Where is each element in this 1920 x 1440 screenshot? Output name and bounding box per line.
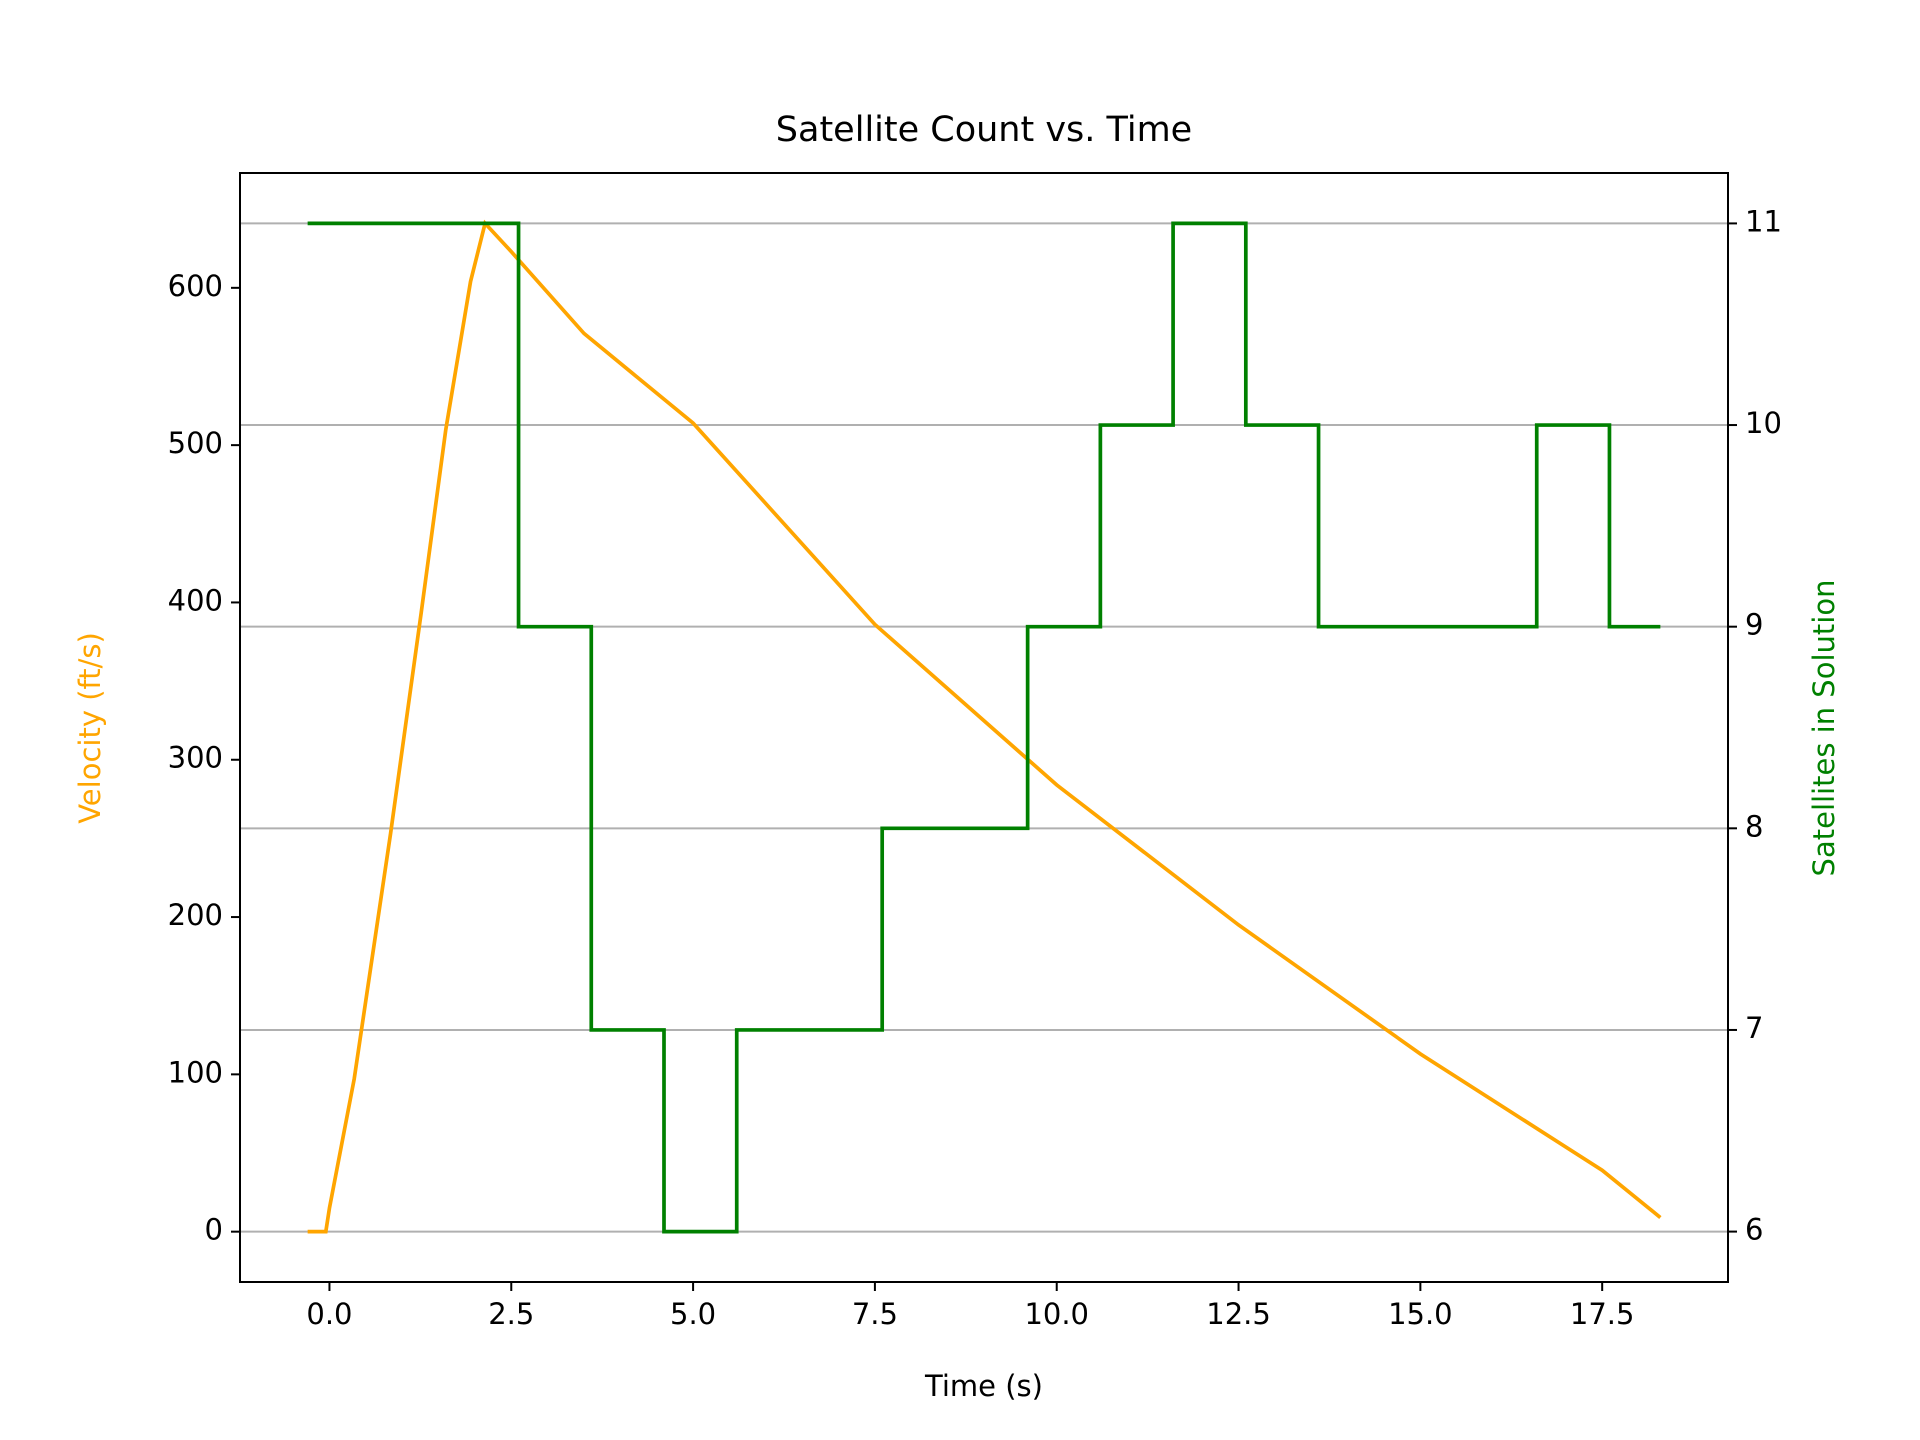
y-tick-label: 600 xyxy=(168,269,223,303)
x-tick-label: 15.0 xyxy=(1388,1297,1453,1331)
x-tick-label: 10.0 xyxy=(1024,1297,1089,1331)
y2-tick-label: 11 xyxy=(1745,204,1782,238)
x-tick-label: 12.5 xyxy=(1206,1297,1271,1331)
x-tick-label: 2.5 xyxy=(488,1297,534,1331)
x-tick-label: 0.0 xyxy=(306,1297,352,1331)
x-axis-label: Time (s) xyxy=(924,1369,1043,1403)
x-tick-label: 7.5 xyxy=(852,1297,898,1331)
y2-tick-label: 9 xyxy=(1745,608,1763,642)
y2-tick-label: 8 xyxy=(1745,809,1763,843)
y-tick-label: 400 xyxy=(168,583,223,617)
y2-tick-label: 7 xyxy=(1745,1011,1763,1045)
x-tick-label: 5.0 xyxy=(670,1297,716,1331)
y-tick-label: 300 xyxy=(168,741,223,775)
series-line xyxy=(307,219,1662,1234)
series-line xyxy=(307,221,1661,1234)
y-tick-label: 200 xyxy=(168,898,223,932)
chart-title: Satellite Count vs. Time xyxy=(776,110,1192,150)
y-tick-label: 0 xyxy=(205,1213,223,1247)
x-tick-label: 17.5 xyxy=(1570,1297,1635,1331)
y-tick-label: 500 xyxy=(168,426,223,460)
y2-tick-label: 10 xyxy=(1745,406,1782,440)
y-axis-label: Velocity (ft/s) xyxy=(73,632,107,824)
y-tick-label: 100 xyxy=(168,1055,223,1089)
y2-tick-label: 6 xyxy=(1745,1213,1763,1247)
y2-axis-label: Satellites in Solution xyxy=(1807,580,1841,877)
plot-frame xyxy=(239,172,1729,1283)
